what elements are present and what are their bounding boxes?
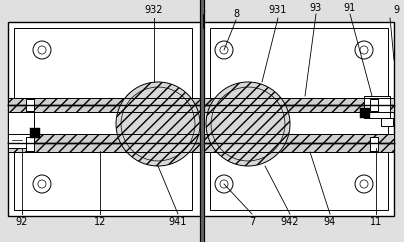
Bar <box>8 98 394 112</box>
Circle shape <box>38 180 46 188</box>
Bar <box>14 28 192 210</box>
Circle shape <box>360 46 368 54</box>
Text: 1: 1 <box>200 3 206 13</box>
Bar <box>8 22 394 216</box>
Text: 931: 931 <box>269 5 287 15</box>
Circle shape <box>116 82 200 166</box>
Bar <box>8 112 34 148</box>
Text: 942: 942 <box>281 217 299 227</box>
Circle shape <box>215 175 233 193</box>
Circle shape <box>220 46 228 54</box>
Text: 94: 94 <box>324 217 336 227</box>
Text: 93: 93 <box>310 3 322 13</box>
Bar <box>8 98 394 112</box>
Bar <box>26 137 34 151</box>
Bar <box>26 99 34 111</box>
Circle shape <box>220 180 228 188</box>
Bar <box>30 128 40 138</box>
Text: 9: 9 <box>393 5 399 15</box>
Text: 91: 91 <box>344 3 356 13</box>
Circle shape <box>33 175 51 193</box>
Text: 8: 8 <box>233 9 239 19</box>
Circle shape <box>206 82 290 166</box>
Bar <box>364 96 390 118</box>
Circle shape <box>33 41 51 59</box>
Text: 12: 12 <box>94 217 106 227</box>
Circle shape <box>38 46 46 54</box>
Text: 11: 11 <box>370 217 382 227</box>
Text: 7: 7 <box>249 217 255 227</box>
Bar <box>360 108 370 118</box>
Circle shape <box>360 180 368 188</box>
Bar <box>370 137 378 151</box>
Circle shape <box>355 41 373 59</box>
Circle shape <box>215 41 233 59</box>
Bar <box>8 134 394 152</box>
Text: 92: 92 <box>16 217 28 227</box>
Text: 941: 941 <box>169 217 187 227</box>
Text: 932: 932 <box>145 5 163 15</box>
Bar <box>370 99 378 111</box>
Bar <box>8 134 394 152</box>
Bar <box>210 28 388 210</box>
Bar <box>381 118 393 126</box>
Circle shape <box>355 175 373 193</box>
